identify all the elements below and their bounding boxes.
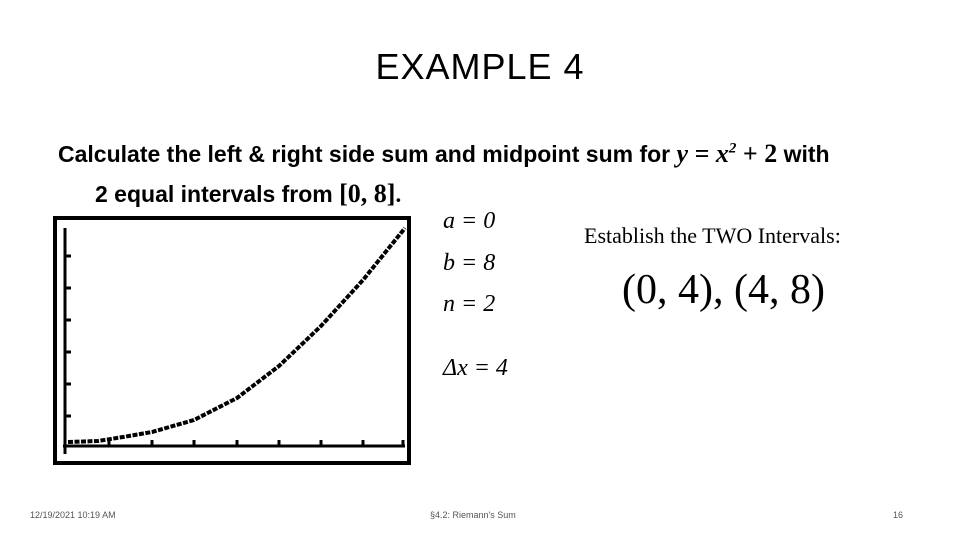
problem-line: Calculate the left & right side sum and … — [58, 139, 830, 169]
graph-frame — [53, 216, 411, 465]
slide-title: EXAMPLE 4 — [375, 46, 585, 87]
footer-page: 16 — [893, 510, 904, 520]
footer-date: 12/19/2021 10:19 AM — [30, 510, 116, 520]
equation-exponent: 2 — [728, 140, 737, 157]
footer-section: §4.2: Riemann's Sum — [430, 510, 516, 520]
equation-base: y = x — [676, 139, 729, 168]
calculator-graph — [53, 216, 411, 465]
definition: n = 2 — [443, 291, 496, 317]
problem-line: 2 equal intervals from [0, 8]. — [95, 179, 401, 209]
equation: y = x2 + 2 — [677, 139, 778, 168]
problem-text: with — [783, 141, 830, 167]
intervals-heading: Establish the TWO Intervals: — [584, 223, 841, 248]
problem-text: 2 equal intervals from — [95, 181, 333, 207]
definition: a = 0 — [443, 208, 496, 234]
intervals-list: (0, 4), (4, 8) — [622, 267, 825, 313]
definition: Δx = 4 — [443, 355, 508, 381]
graph-ticks — [65, 254, 405, 446]
equation-rest: + 2 — [742, 139, 778, 168]
problem-text: Calculate the left & right side sum and … — [58, 141, 671, 167]
interval: [0, 8] — [339, 179, 396, 208]
definition: b = 8 — [443, 250, 496, 276]
graph-curve — [67, 226, 407, 444]
problem-text: . — [395, 182, 402, 207]
